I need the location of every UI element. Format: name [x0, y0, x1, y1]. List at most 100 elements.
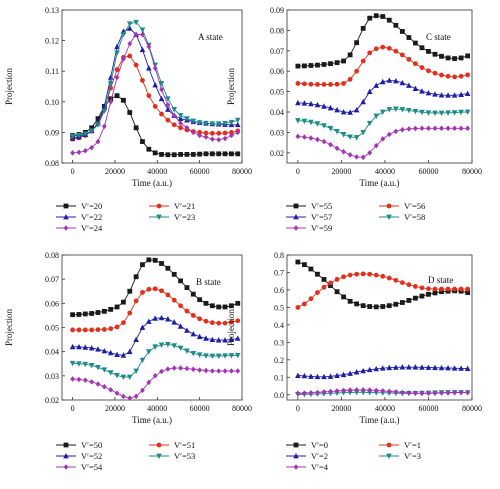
panel-a-point-v24 — [146, 43, 152, 50]
panel-c-point-v58 — [386, 107, 393, 113]
panel-a-point-v20 — [152, 150, 158, 156]
panel-d-point-v2 — [334, 372, 340, 378]
panel-c-point-v55 — [347, 52, 353, 58]
panel-c-axes-frame — [286, 9, 473, 164]
panel-b-point-v53 — [120, 374, 127, 381]
panel-d-point-v1 — [341, 274, 346, 280]
panel-c-point-v59 — [393, 128, 399, 135]
panel-a-legend-label-v21: V′=21 — [174, 201, 195, 211]
panel-c-point-v56 — [413, 61, 418, 67]
panel-b-legend-marker-v54 — [63, 464, 69, 470]
panel-a-yaxis-label: Projection — [4, 68, 14, 105]
panel-c-point-v56 — [295, 81, 301, 86]
panel-c-point-v57 — [406, 82, 412, 88]
panel-a-point-v23 — [209, 121, 216, 127]
panel-a-xaxis-label: Time (a.u.) — [132, 178, 172, 188]
panel-a-point-v20 — [197, 151, 203, 157]
panel-a-xtick-label: 80000 — [232, 167, 252, 176]
panel-c-point-v58 — [334, 128, 340, 135]
panel-d-point-v4 — [308, 390, 314, 396]
panel-b-point-v50 — [229, 303, 234, 309]
panel-d-legend-marker-v2 — [293, 453, 299, 459]
panel-d-point-v4 — [452, 389, 457, 396]
panel-a-point-v21 — [152, 103, 158, 109]
panel-b-point-v52 — [69, 343, 76, 350]
panel-d-point-v0 — [302, 262, 307, 268]
panel-b-title: B state — [196, 277, 221, 287]
panel-c-xtick-label: 40000 — [375, 167, 395, 176]
panel-a-point-v23 — [234, 117, 241, 124]
panel-c-point-v57 — [451, 92, 458, 98]
panel-b-point-v54 — [190, 366, 196, 373]
panel-b-ytick-label: 0.08 — [45, 251, 59, 260]
panel-c-point-v58 — [366, 120, 373, 127]
panel-b-point-v50 — [184, 285, 190, 291]
panel-b-point-v53 — [184, 348, 190, 354]
panel-d-point-v4 — [413, 390, 418, 396]
panel-a-point-v23 — [165, 96, 171, 102]
panel-d-point-v2 — [295, 372, 301, 378]
panel-a-point-v24 — [76, 149, 82, 156]
panel-b-point-v54 — [101, 383, 107, 390]
panel-c-point-v56 — [386, 45, 392, 51]
panel-b-point-v51 — [216, 320, 222, 326]
panel-a-point-v24 — [190, 129, 196, 136]
panel-d-point-v2 — [432, 364, 438, 371]
panel-a-point-v24 — [108, 99, 114, 105]
panel-d-point-v1 — [419, 285, 425, 291]
panel-a-point-v24 — [235, 129, 241, 136]
panel-b-point-v50 — [165, 265, 171, 271]
panel-a-title: A state — [198, 32, 223, 42]
panel-c-point-v56 — [458, 73, 464, 79]
panel-d-point-v4 — [426, 390, 431, 397]
panel-c-point-v56 — [393, 48, 399, 54]
panel-b-point-v50 — [178, 278, 183, 284]
panel-c-point-v58 — [308, 119, 314, 126]
panel-c-point-v59 — [445, 125, 451, 132]
panel-b-point-v50 — [203, 300, 209, 306]
panel-c-point-v57 — [301, 100, 308, 106]
panel-a-point-v23 — [184, 116, 190, 122]
panel-b-point-v51 — [76, 327, 82, 333]
panel-c-legend-marker-v56 — [386, 203, 392, 209]
panel-d-point-v0 — [367, 304, 373, 309]
panel-d-point-v0 — [413, 295, 418, 301]
panel-d-point-v2 — [340, 371, 347, 378]
panel-b-point-v51 — [235, 318, 241, 324]
panel-b-ytick-label: 0.02 — [45, 396, 59, 405]
panel-b-point-v53 — [114, 372, 120, 379]
panel-d-legend-marker-v4 — [293, 464, 299, 470]
panel-d-title: D state — [428, 275, 453, 285]
panel-c-point-v56 — [439, 72, 444, 78]
panel-a-point-v24 — [209, 136, 215, 142]
panel-b-point-v50 — [95, 310, 101, 315]
panel-b-point-v50 — [89, 311, 95, 316]
panel-c-point-v55 — [386, 17, 392, 23]
panel-c-point-v57 — [432, 91, 438, 97]
panel-d-point-v4 — [321, 389, 327, 395]
panel-a-point-v24 — [133, 31, 139, 38]
panel-c-point-v56 — [315, 82, 320, 87]
panel-a-point-v24 — [229, 132, 234, 139]
panel-b-point-v53 — [158, 342, 165, 348]
panel-a-point-v22 — [126, 25, 133, 31]
panel-a-legend-label-v20: V′=20 — [81, 201, 102, 211]
panel-c-point-v58 — [340, 132, 347, 138]
panel-b-point-v51 — [222, 320, 228, 326]
panel-b-point-v50 — [171, 271, 177, 277]
panel-b-point-v54 — [114, 390, 120, 397]
panel-d-point-v1 — [380, 273, 386, 279]
panel-a-point-v24 — [121, 56, 126, 62]
panel-b-point-v52 — [76, 343, 82, 350]
panel-a-point-v20 — [184, 152, 190, 157]
panel-b-point-v54 — [140, 387, 145, 394]
panel-c-point-v55 — [426, 49, 431, 54]
panel-c-point-v59 — [419, 125, 425, 132]
panel-b-point-v53 — [139, 357, 146, 364]
panel-c-point-v57 — [334, 106, 340, 113]
panel-d-legend-marker-v3 — [386, 453, 392, 459]
panel-b-ytick-label: 0.06 — [45, 299, 59, 308]
panel-a-point-v20 — [178, 152, 183, 157]
panel-d-legend-label-v1: V′=1 — [404, 440, 421, 450]
panel-c-point-v59 — [308, 135, 314, 141]
